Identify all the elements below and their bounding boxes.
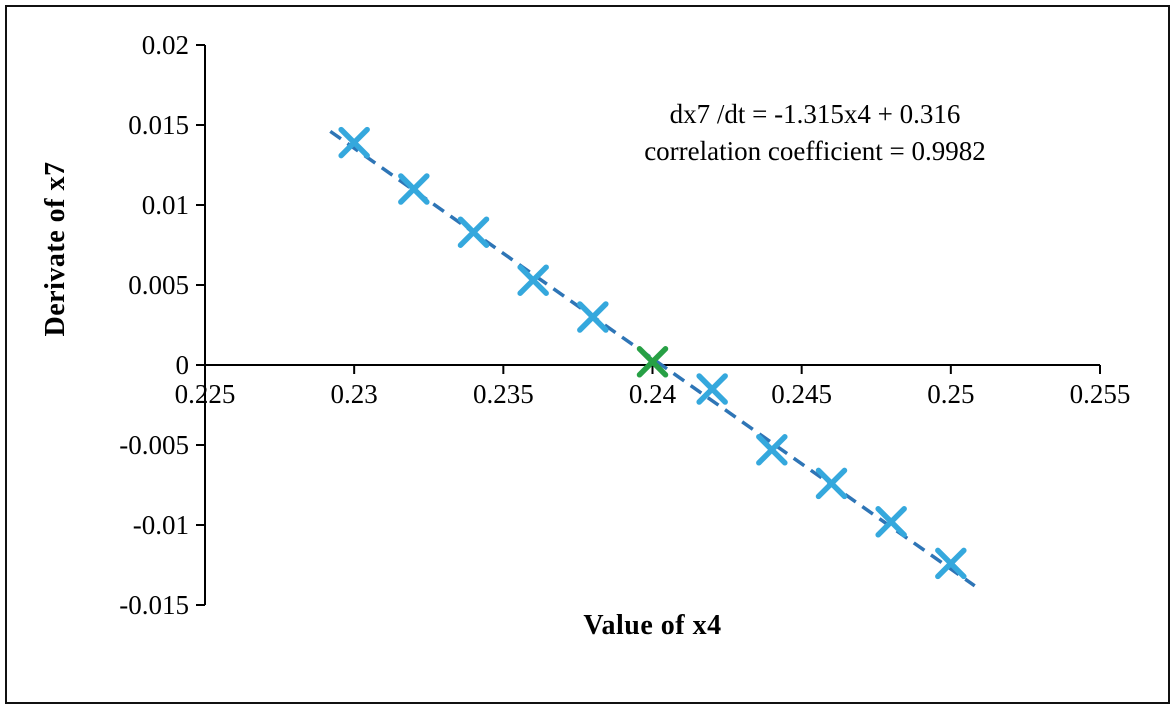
derivative-points-marker <box>457 216 490 248</box>
derivative-points-marker <box>398 173 430 205</box>
derivative-points-marker <box>815 467 848 500</box>
derivative-points-marker <box>875 506 907 538</box>
y-tick-label: -0.005 <box>119 430 189 460</box>
y-tick-label: 0.01 <box>142 190 189 220</box>
derivative-points-marker <box>517 264 549 296</box>
y-tick-label: -0.01 <box>133 510 189 540</box>
x-tick-label: 0.24 <box>629 379 677 409</box>
y-axis-title: Derivate of x7 <box>40 161 71 337</box>
equilibrium-point-marker <box>636 346 669 378</box>
correlation-text: correlation coefficient = 0.9982 <box>644 136 986 166</box>
y-tick-label: 0.015 <box>128 110 189 140</box>
derivative-points-marker <box>935 547 967 580</box>
trendline-annotation: dx7 /dt = -1.315x4 + 0.316 correlation c… <box>555 96 1075 170</box>
x-tick-label: 0.245 <box>771 379 832 409</box>
x-tick-label: 0.25 <box>927 379 974 409</box>
y-tick-label: -0.015 <box>119 590 189 620</box>
y-tick-label: 0 <box>176 350 190 380</box>
x-tick-label: 0.23 <box>331 379 378 409</box>
derivative-points-marker <box>577 301 609 333</box>
trendline <box>329 129 976 588</box>
equation-text: dx7 /dt = -1.315x4 + 0.316 <box>669 99 961 129</box>
y-tick-label: 0.02 <box>142 30 189 60</box>
derivative-points-marker <box>338 126 370 159</box>
x-axis-title: Value of x4 <box>583 610 722 641</box>
x-tick-label: 0.225 <box>175 379 236 409</box>
x-tick-label: 0.235 <box>473 379 534 409</box>
derivative-points-marker <box>756 434 788 466</box>
x-tick-label: 0.255 <box>1070 379 1131 409</box>
y-tick-label: 0.005 <box>128 270 189 300</box>
derivative-points-marker <box>696 373 728 405</box>
